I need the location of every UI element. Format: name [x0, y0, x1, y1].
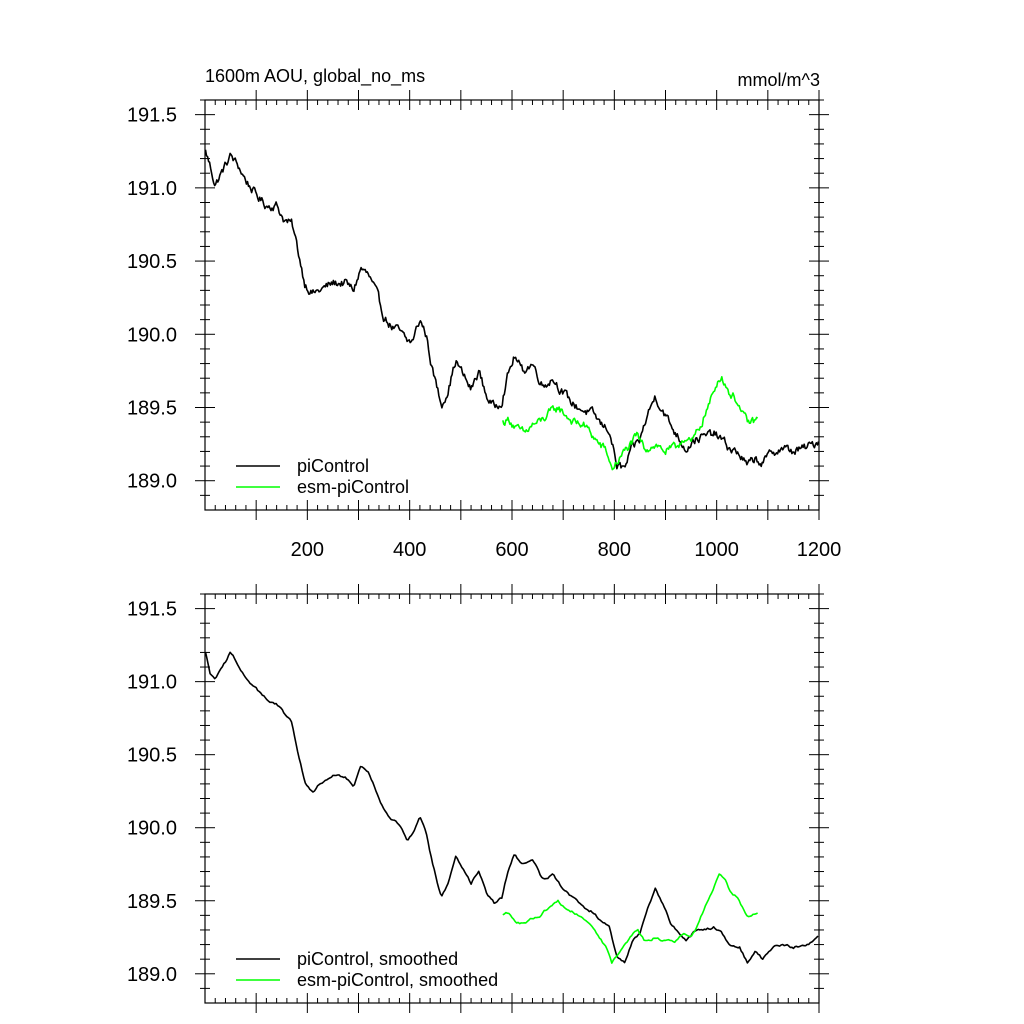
- y-tick-label: 189.5: [127, 398, 177, 420]
- x-tick-label: 1000: [694, 539, 739, 561]
- top-chart-panel: 200 400 600 800 1000 1200 189.0 189.5 190.0 190.5…: [127, 90, 841, 561]
- x-tick-label: 400: [393, 539, 426, 561]
- y-tick-label: 191.5: [127, 599, 177, 621]
- y-tick-label: 189.0: [127, 471, 177, 493]
- y-tick-label: 190.0: [127, 324, 177, 346]
- y-tick-label: 190.5: [127, 745, 177, 767]
- series-line-picontrol-smoothed: [204, 651, 819, 964]
- x-tick-label: 200: [291, 539, 324, 561]
- chart-title: 1600m AOU, global_no_ms: [205, 66, 425, 87]
- series-line-esm-picontrol: [502, 376, 759, 471]
- y-tick-label: 191.0: [127, 672, 177, 694]
- series-line-esm-picontrol-smoothed: [502, 873, 758, 964]
- legend-label: esm-piControl: [297, 477, 409, 497]
- legend-label: esm-piControl, smoothed: [297, 970, 498, 990]
- y-tick-label: 189.0: [127, 964, 177, 986]
- legend-label: piControl: [297, 456, 369, 476]
- y-tick-label: 191.0: [127, 178, 177, 200]
- x-tick-label: 600: [495, 539, 528, 561]
- y-tick-label: 191.5: [127, 105, 177, 127]
- y-tick-label: 189.5: [127, 891, 177, 913]
- x-tick-label: 1200: [797, 539, 842, 561]
- units-label: mmol/m^3: [738, 70, 820, 90]
- series-line-picontrol: [204, 149, 820, 470]
- y-tick-label: 190.0: [127, 818, 177, 840]
- bottom-chart-panel: 189.0 189.5 190.0 190.5 191.0 191.5 piControl,…: [127, 584, 829, 1013]
- y-tick-label: 190.5: [127, 251, 177, 273]
- legend-label: piControl, smoothed: [297, 949, 458, 969]
- x-tick-label: 800: [598, 539, 631, 561]
